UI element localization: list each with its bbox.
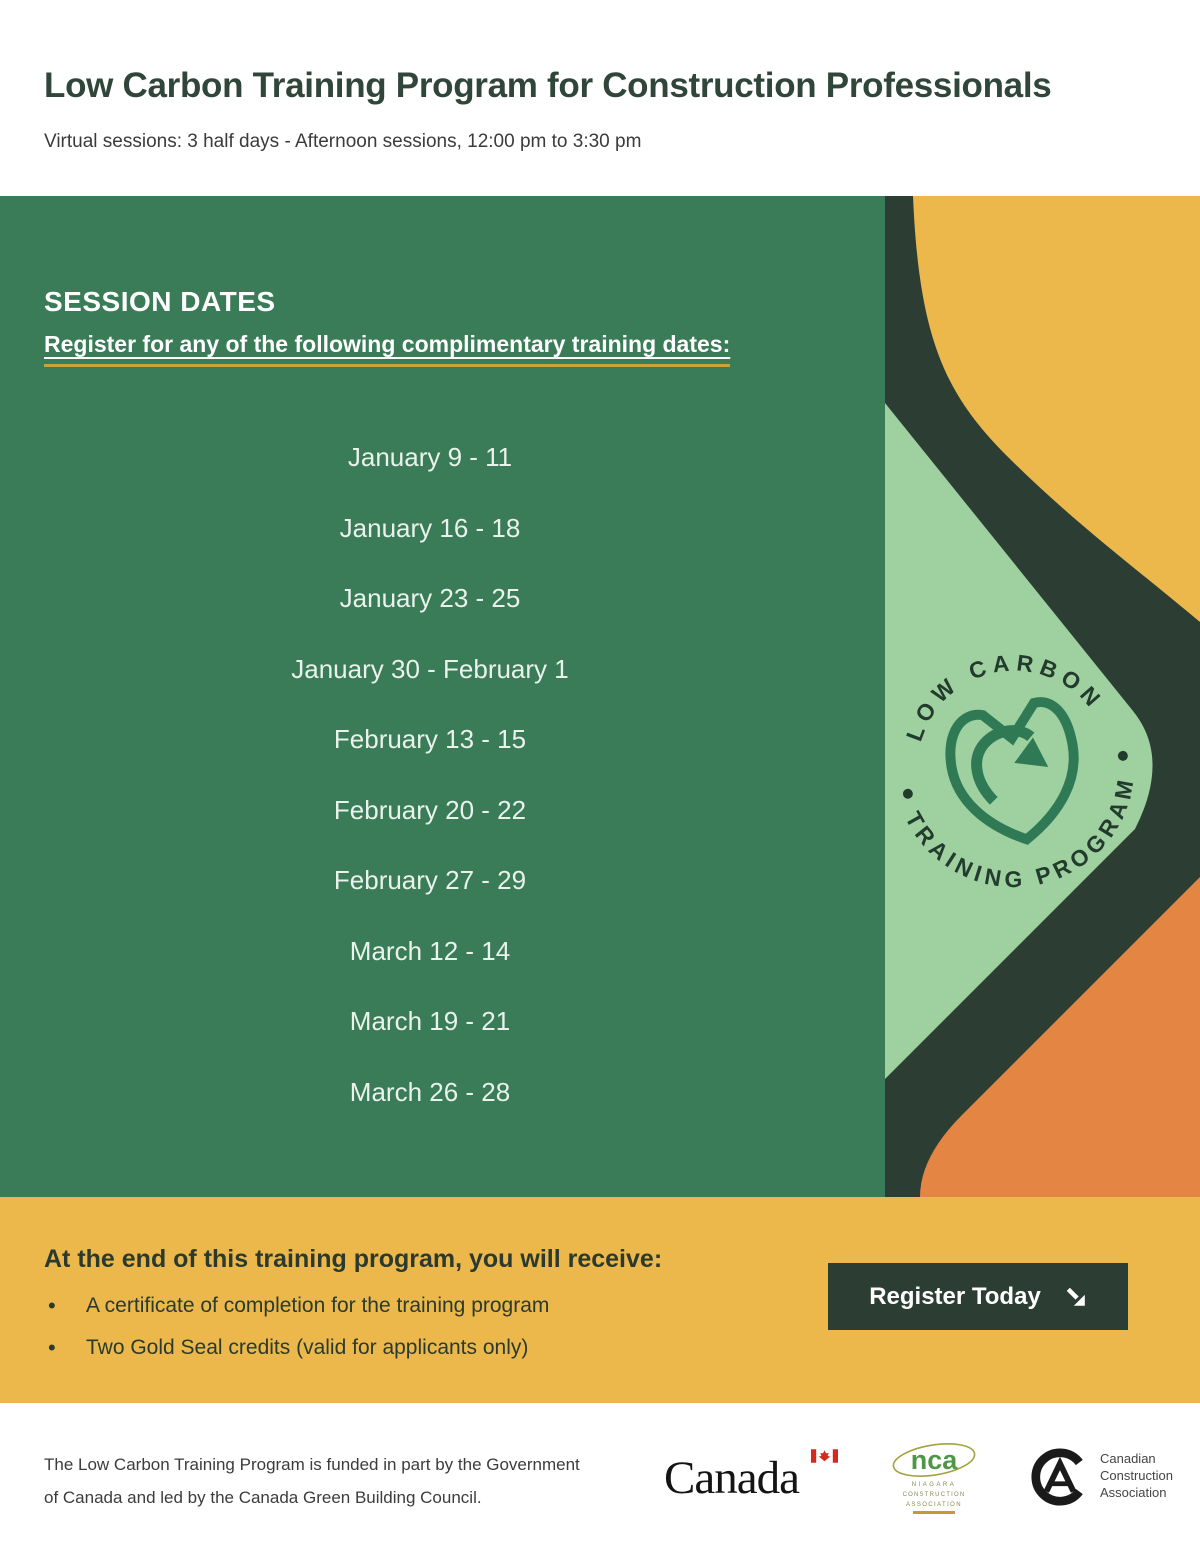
session-date: January 30 - February 1 <box>291 653 569 684</box>
footer: The Low Carbon Training Program is funde… <box>0 1403 1200 1553</box>
session-dates-section: SESSION DATES Register for any of the fo… <box>0 196 885 1197</box>
cca-line-1: Canadian <box>1100 1451 1156 1466</box>
cca-monogram-icon <box>1031 1448 1083 1506</box>
main-section: SESSION DATES Register for any of the fo… <box>0 196 1200 1197</box>
arrow-down-right-icon <box>1066 1287 1085 1306</box>
nca-line-3: ASSOCIATION <box>906 1502 962 1508</box>
panel-shapes-graphic <box>885 196 1200 1197</box>
funding-line-1: The Low Carbon Training Program is funde… <box>44 1455 580 1474</box>
nca-line-2: CONSTRUCTION <box>903 1492 966 1498</box>
leaf-arrow-icon <box>945 697 1079 845</box>
session-date: March 12 - 14 <box>349 935 511 966</box>
badge-left-dot <box>902 788 913 799</box>
benefit-item: A certificate of completion for the trai… <box>44 1285 549 1327</box>
page-title: Low Carbon Training Program for Construc… <box>44 66 1052 105</box>
cca-line-2: Construction <box>1100 1468 1173 1483</box>
benefits-list: A certificate of completion for the trai… <box>44 1285 549 1369</box>
government-of-canada-logo: Canada <box>664 1449 864 1511</box>
yellow-shape <box>913 196 1200 622</box>
cca-text-block: Canadian Construction Association <box>1100 1450 1173 1501</box>
header: Low Carbon Training Program for Construc… <box>0 0 1200 196</box>
niagara-construction-association-logo: nca NIAGARA CONSTRUCTION ASSOCIATION <box>892 1443 976 1514</box>
low-carbon-badge: LOW CARBON TRAINING PROGRAM <box>889 638 1143 896</box>
session-date: January 16 - 18 <box>339 512 521 543</box>
session-date: January 23 - 25 <box>339 583 521 613</box>
session-date: February 13 - 15 <box>333 724 527 754</box>
orange-shape <box>920 877 1200 1197</box>
nca-monogram: nca <box>911 1445 959 1475</box>
badge-right-dot <box>1117 750 1128 761</box>
funding-line-2: of Canada and led by the Canada Green Bu… <box>44 1488 482 1507</box>
benefits-heading: At the end of this training program, you… <box>44 1245 663 1273</box>
canada-flag-icon <box>811 1449 838 1463</box>
session-date: March 26 - 28 <box>349 1076 511 1107</box>
register-today-button[interactable]: Register Today <box>828 1263 1128 1330</box>
session-dates-list: January 9 - 11 January 16 - 18 January 23 … <box>0 422 860 1127</box>
light-green-kite-shape <box>885 403 1153 1079</box>
session-date: January 9 - 11 <box>347 442 513 472</box>
session-date: February 27 - 29 <box>333 865 527 895</box>
funding-statement: The Low Carbon Training Program is funde… <box>44 1448 580 1514</box>
session-date: February 20 - 22 <box>333 794 527 825</box>
decorative-panel: LOW CARBON TRAINING PROGRAM <box>885 196 1200 1197</box>
page-subtitle: Virtual sessions: 3 half days - Afternoo… <box>44 131 642 152</box>
benefits-section: At the end of this training program, you… <box>0 1197 1200 1403</box>
benefit-item: Two Gold Seal credits (valid for applica… <box>44 1327 549 1369</box>
session-date: March 19 - 21 <box>349 1006 511 1036</box>
nca-line-1: NIAGARA <box>912 1482 957 1488</box>
canada-wordmark: Canada <box>664 1452 800 1504</box>
canadian-construction-association-logo: Canadian Construction Association <box>1030 1448 1173 1506</box>
register-button-label: Register Today <box>869 1282 1041 1310</box>
cca-line-3: Association <box>1100 1485 1167 1500</box>
register-instruction: Register for any of the following compli… <box>44 331 731 367</box>
session-dates-heading: SESSION DATES <box>44 286 276 317</box>
